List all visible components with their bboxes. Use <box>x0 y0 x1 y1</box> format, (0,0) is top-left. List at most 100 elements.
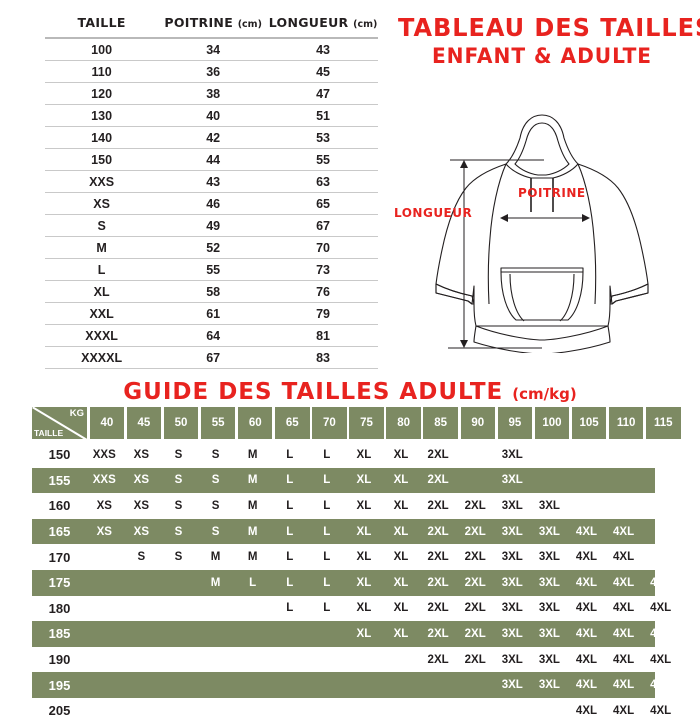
height-row-label: 185 <box>48 626 71 642</box>
size-cell: XL <box>356 499 372 512</box>
cell-poitrine: 49 <box>158 214 269 237</box>
grid-row: 205 4XL 4XL 4XL <box>32 698 672 724</box>
column-header-longueur-unit: (cm) <box>353 19 378 30</box>
size-cell: L <box>249 576 257 589</box>
size-cell: XL <box>356 474 372 487</box>
size-cell: XS <box>96 525 112 538</box>
page-title: TABLEAU DES TAILLES <box>398 13 700 42</box>
size-cell: S <box>174 551 183 564</box>
size-cell: 4XL <box>613 525 635 538</box>
size-cell: L <box>286 448 294 461</box>
grid-corner-cell: KG TAILLE <box>32 407 87 439</box>
cell-poitrine: 36 <box>158 60 269 83</box>
height-row-label: 160 <box>48 498 71 514</box>
cell-taille: M <box>45 236 159 259</box>
size-cell: 3XL <box>501 499 523 512</box>
height-row-label: 175 <box>48 575 71 591</box>
weight-header-cell: 65 <box>275 407 310 439</box>
cell-poitrine: 43 <box>158 170 269 193</box>
size-cell: S <box>137 551 146 564</box>
cell-poitrine: 38 <box>158 82 269 105</box>
hoodie-illustration-svg <box>435 114 649 355</box>
weight-header-cell: 75 <box>349 407 384 439</box>
size-cell: 4XL <box>650 679 672 692</box>
row-band-background <box>32 518 655 545</box>
hoodie-diagram: LONGUEUR POITRINE <box>392 108 692 355</box>
size-cell: S <box>174 448 183 461</box>
size-cell: XL <box>393 551 409 564</box>
row-band-background <box>32 621 655 647</box>
adult-grid-header-row: KG TAILLE 40 45 50 55 60 65 70 75 80 85 90 95 100 105… <box>32 407 681 439</box>
size-cell: M <box>247 525 258 538</box>
size-cell: M <box>247 448 258 461</box>
table-row: L 55 73 <box>45 258 378 281</box>
cell-poitrine: 55 <box>158 258 269 281</box>
size-cell: XL <box>356 576 372 589</box>
column-header-poitrine-label: POITRINE <box>164 15 234 30</box>
size-cell: 2XL <box>427 448 449 461</box>
size-cell: 2XL <box>427 602 449 615</box>
cell-longueur: 53 <box>268 126 378 149</box>
column-header-longueur: LONGUEUR (cm) <box>268 12 378 39</box>
size-cell: S <box>174 525 183 538</box>
weight-header-cell: 45 <box>126 407 162 439</box>
size-cell: 4XL <box>650 602 672 615</box>
weight-header-cell: 55 <box>200 407 236 439</box>
table-row: XXXL 64 81 <box>45 324 378 347</box>
size-cell: 2XL <box>427 576 449 589</box>
cell-taille: XXXL <box>45 324 159 347</box>
cell-poitrine: 67 <box>158 346 269 369</box>
table-row: XS 46 65 <box>45 192 378 215</box>
table-row: 140 42 53 <box>45 126 378 149</box>
size-cell: 4XL <box>650 627 672 640</box>
size-cell: L <box>286 576 294 589</box>
page-subtitle: ENFANT & ADULTE <box>431 44 653 68</box>
cell-longueur: 65 <box>268 192 378 215</box>
weight-header-cell: 50 <box>163 407 199 439</box>
weight-header-cell: 70 <box>312 407 347 439</box>
size-cell: 3XL <box>501 679 523 692</box>
height-row-label: 165 <box>48 524 71 540</box>
cell-poitrine: 46 <box>158 192 269 215</box>
table-row: 120 38 47 <box>45 82 378 105</box>
column-header-poitrine: POITRINE (cm) <box>158 12 269 39</box>
size-cell: XS <box>133 448 150 461</box>
size-cell: S <box>211 525 220 538</box>
corner-taille-label: TAILLE <box>34 428 64 438</box>
size-cell: XL <box>393 448 409 461</box>
size-cell: S <box>211 474 220 487</box>
grid-row: 150 XXS XS S S M L L XL XL 2XL 3XL <box>32 442 668 468</box>
size-cell: XL <box>393 576 409 589</box>
cell-poitrine: 44 <box>158 148 269 171</box>
cell-longueur: 45 <box>268 60 378 83</box>
weight-header-cell: 90 <box>460 407 496 439</box>
column-header-taille: TAILLE <box>45 12 159 39</box>
size-cell: 2XL <box>427 627 449 640</box>
grid-row: 190 2XL 2XL 3XL 3XL 4XL 4XL 4XL <box>32 647 672 673</box>
size-cell: 4XL <box>650 576 672 589</box>
size-cell: 2XL <box>427 499 449 512</box>
height-row-label: 205 <box>48 703 71 719</box>
height-row-label: 170 <box>48 549 71 565</box>
size-cell: XL <box>356 448 372 461</box>
adult-size-grid: KG TAILLE 40 45 50 55 60 65 70 75 80 85 90 95 100 105… <box>32 407 681 724</box>
cell-poitrine: 40 <box>158 104 269 127</box>
size-cell: 4XL <box>650 653 672 666</box>
weight-header-cell: 40 <box>89 407 125 439</box>
size-cell: 4XL <box>575 602 598 615</box>
size-cell: 2XL <box>464 499 486 512</box>
column-header-longueur-label: LONGUEUR <box>268 15 349 30</box>
table-row: 100 34 43 <box>45 38 378 61</box>
size-cell: L <box>286 474 294 487</box>
child-adult-size-table: TAILLE POITRINE (cm) LONGUEUR (cm) 100 34… <box>45 12 378 369</box>
cell-longueur: 47 <box>268 82 378 105</box>
size-cell: M <box>247 499 258 512</box>
cell-poitrine: 42 <box>158 126 269 149</box>
size-cell: 2XL <box>464 627 486 640</box>
cell-taille: S <box>45 214 159 237</box>
grid-row: 155 XXS XS S S M L L XL XL 2XL 3XL <box>32 467 668 494</box>
size-cell: L <box>323 525 331 538</box>
size-cell: XL <box>393 602 409 615</box>
size-cell: XL <box>393 474 409 487</box>
size-cell: 2XL <box>427 525 449 538</box>
